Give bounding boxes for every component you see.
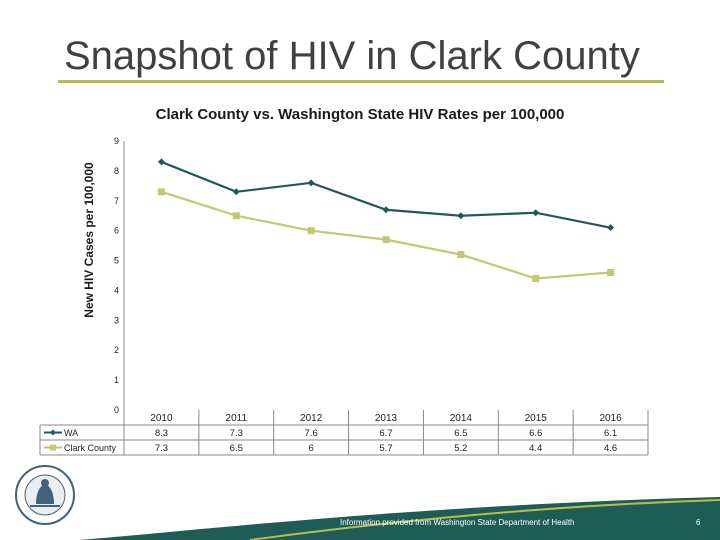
data-table-value: 4.4	[529, 443, 542, 454]
data-point-clark-county	[232, 212, 240, 220]
x-tick-label: 2012	[300, 413, 323, 424]
clark-county-seal	[15, 465, 75, 525]
data-point-clark-county	[382, 236, 390, 244]
data-point-wa	[457, 212, 465, 220]
data-table-value: 7.3	[230, 428, 243, 439]
data-table-value: 7.6	[305, 428, 318, 439]
data-point-wa	[232, 188, 240, 196]
y-tick-label: 8	[114, 166, 119, 176]
y-tick-label: 4	[114, 285, 119, 295]
data-point-clark-county	[157, 188, 165, 196]
y-tick-label: 5	[114, 256, 119, 266]
data-point-clark-county	[532, 274, 540, 282]
footer-source: Information provided from Washington Sta…	[340, 518, 575, 527]
data-table-value: 7.3	[155, 443, 168, 454]
x-tick-label: 2016	[599, 413, 622, 424]
page-number: 6	[696, 518, 701, 527]
x-tick-label: 2015	[525, 413, 548, 424]
x-tick-label: 2013	[375, 413, 398, 424]
data-point-clark-county	[457, 251, 465, 259]
data-table-value: 6.7	[379, 428, 392, 439]
data-point-wa	[157, 158, 165, 166]
x-tick-label: 2010	[150, 413, 173, 424]
title-rule	[58, 80, 664, 83]
y-tick-label: 7	[114, 196, 119, 206]
data-table-value: 5.2	[454, 443, 467, 454]
data-point-clark-county	[307, 227, 315, 235]
data-table-value: 4.6	[604, 443, 617, 454]
legend-label: WA	[64, 428, 78, 438]
x-tick-label: 2011	[226, 413, 248, 424]
y-tick-label: 6	[114, 226, 119, 236]
data-table-value: 6	[308, 443, 313, 454]
legend-marker-clark-county	[50, 444, 56, 451]
legend-marker-wa	[50, 429, 56, 436]
data-table-value: 5.7	[379, 443, 392, 454]
y-axis-label: New HIV Cases per 100,000	[82, 162, 96, 318]
y-tick-label: 3	[114, 315, 119, 325]
data-table-value: 6.5	[454, 428, 467, 439]
data-table-value: 6.6	[529, 428, 542, 439]
legend-label: Clark County	[64, 443, 117, 453]
data-point-wa	[307, 179, 315, 187]
y-tick-label: 0	[114, 405, 119, 415]
y-tick-label: 1	[114, 375, 119, 385]
data-point-clark-county	[607, 269, 615, 277]
data-table-value: 6.1	[604, 428, 617, 439]
data-point-wa	[607, 224, 615, 232]
y-tick-label: 2	[114, 345, 119, 355]
data-table-value: 6.5	[230, 443, 243, 454]
data-table-value: 8.3	[155, 428, 168, 439]
data-point-wa	[382, 206, 390, 214]
y-tick-label: 9	[114, 136, 119, 146]
chart-title: Clark County vs. Washington State HIV Ra…	[155, 106, 565, 123]
slide-title: Snapshot of HIV in Clark County	[64, 34, 640, 78]
data-point-wa	[532, 209, 540, 217]
x-tick-label: 2014	[450, 413, 473, 424]
